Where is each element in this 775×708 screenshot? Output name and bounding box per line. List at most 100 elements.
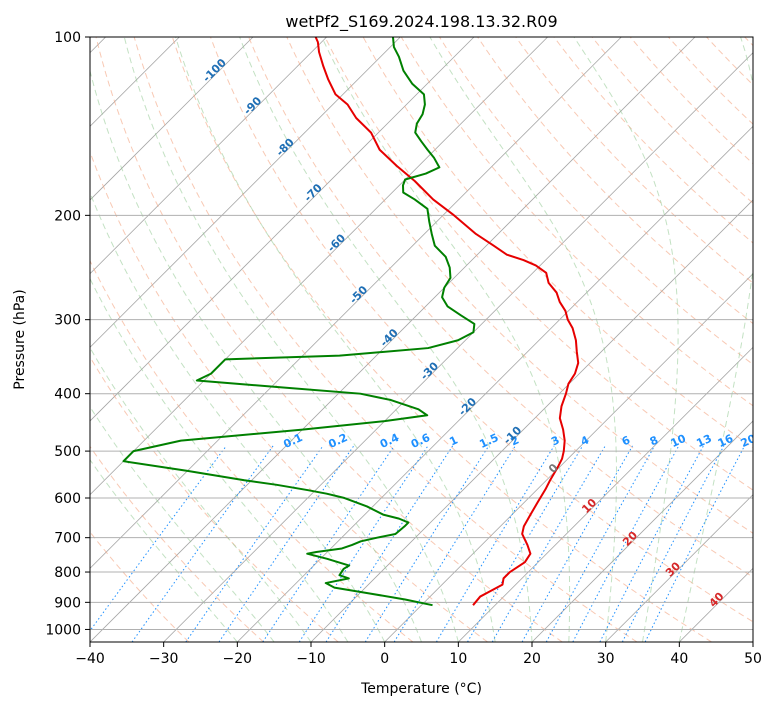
isotherm-line xyxy=(384,273,753,642)
moist-adiabat-lines xyxy=(90,37,753,642)
x-tick-label: −10 xyxy=(296,651,326,667)
moist-adiabat-line xyxy=(678,37,753,642)
dry-adiabat-line xyxy=(90,150,488,642)
isotherm-line xyxy=(90,37,327,275)
dry-adiabat-line xyxy=(90,531,190,642)
mixing-ratio-line xyxy=(90,445,227,632)
y-tick-label: 900 xyxy=(54,595,81,611)
moist-adiabat-line xyxy=(321,37,571,642)
dry-adiabat-line xyxy=(591,37,753,204)
moist-adiabat-line xyxy=(90,191,386,642)
wet-bulb-label: -40 xyxy=(378,326,401,349)
y-tick-label: 1000 xyxy=(45,622,81,638)
moist-adiabat-line xyxy=(239,37,533,642)
isotherm-line xyxy=(90,37,548,496)
mixing-ratio-line xyxy=(298,445,429,642)
dry-adiabat-line xyxy=(90,445,264,642)
wet-bulb-label: 10 xyxy=(579,496,599,516)
x-tick-label: −20 xyxy=(223,651,253,667)
mixing-ratio-line xyxy=(393,445,516,642)
x-tick-label: −30 xyxy=(149,651,179,667)
mixing-ratio-line xyxy=(325,445,454,642)
wet-bulb-label: 30 xyxy=(663,559,683,579)
wet-bulb-label: -60 xyxy=(325,231,348,254)
mixing-ratio-label: 1.5 xyxy=(477,431,500,451)
mixing-ratio-line xyxy=(599,445,704,642)
mixing-ratio-line xyxy=(621,445,725,642)
moist-adiabat-line xyxy=(429,37,617,642)
mixing-ratio-line xyxy=(545,445,656,642)
y-tick-label: 500 xyxy=(54,444,81,460)
mixing-ratio-line xyxy=(521,445,633,642)
x-axis-ticks: −40 −30 −20 −10 0 10 20 30 40 50 xyxy=(75,642,762,667)
plot-frame xyxy=(89,36,754,643)
reference-line-labels: 0.10.20.40.611.52346810131620253036-100-… xyxy=(200,56,759,610)
dry-adiabat-line xyxy=(210,37,753,623)
x-tick-label: −40 xyxy=(75,651,105,667)
mixing-ratio-label: 20 xyxy=(739,432,759,450)
isotherm-line xyxy=(679,567,753,642)
dry-adiabat-line xyxy=(286,37,753,534)
dry-adiabat-line xyxy=(324,37,753,491)
isotherm-line xyxy=(90,37,254,201)
wet-bulb-label: -80 xyxy=(274,135,297,158)
isotherm-line xyxy=(90,37,622,569)
dry-adiabat-line xyxy=(515,37,753,284)
dry-adiabat-line xyxy=(95,37,563,642)
y-tick-label: 400 xyxy=(54,387,81,403)
mixing-ratio-label: 1 xyxy=(447,433,459,448)
isotherm-line xyxy=(237,125,753,642)
moist-adiabat-line xyxy=(90,458,238,642)
mixing-ratio-label: 0.2 xyxy=(326,431,349,451)
mixing-ratio-label: 0.4 xyxy=(378,431,401,451)
isotherm-line xyxy=(605,494,753,642)
mixing-ratio-label: 8 xyxy=(648,433,660,448)
mixing-ratio-label: 16 xyxy=(716,432,736,450)
isotherm-line xyxy=(752,641,753,642)
y-axis-label: Pressure (hPa) xyxy=(12,289,28,389)
x-tick-label: 0 xyxy=(380,651,389,667)
y-tick-label: 800 xyxy=(54,565,81,581)
temperature-profile-line xyxy=(314,37,580,606)
wet-bulb-label: -100 xyxy=(200,56,229,85)
mixing-ratio-line xyxy=(131,445,274,642)
isotherm-lines xyxy=(90,37,753,642)
dewpoint-profile-line xyxy=(122,37,476,607)
x-axis-label: Temperature (°C) xyxy=(360,681,482,697)
isotherm-line xyxy=(90,37,401,348)
isotherm-line xyxy=(163,52,753,642)
y-tick-label: 100 xyxy=(54,30,81,46)
moist-adiabat-line xyxy=(90,405,275,642)
mixing-ratio-line xyxy=(644,445,745,642)
dry-adiabat-line xyxy=(133,37,638,642)
mixing-ratio-lines xyxy=(90,445,745,642)
wet-bulb-label: -90 xyxy=(241,94,264,117)
y-axis-ticks: 1000 900 800 700 600 500 400 300 200 100 xyxy=(45,30,90,638)
wet-bulb-label: 40 xyxy=(707,590,727,610)
chart-title: wetPf2_S169.2024.198.13.32.R09 xyxy=(285,12,557,32)
profile-series xyxy=(122,37,580,607)
moist-adiabat-line xyxy=(573,37,679,642)
mixing-ratio-label: 0.1 xyxy=(281,431,304,451)
wet-bulb-label: -10 xyxy=(501,424,524,447)
moist-adiabat-line xyxy=(90,277,349,642)
mixing-ratio-label: 3 xyxy=(549,433,561,448)
dry-adiabat-line xyxy=(706,37,753,86)
isotherm-line xyxy=(458,346,753,642)
mixing-ratio-line xyxy=(262,445,395,642)
dry-adiabat-line xyxy=(744,37,753,47)
x-tick-label: 30 xyxy=(597,651,615,667)
wet-bulb-label: -50 xyxy=(347,283,370,306)
isotherm-line xyxy=(531,420,753,642)
mixing-ratio-line xyxy=(185,445,324,642)
x-tick-label: 50 xyxy=(744,651,762,667)
mixing-ratio-label: 13 xyxy=(694,432,713,450)
mixing-ratio-line xyxy=(218,445,355,642)
moist-adiabat-line xyxy=(90,346,312,642)
dry-adiabat-line xyxy=(90,259,414,642)
dry-adiabat-lines xyxy=(90,37,753,642)
mixing-ratio-line xyxy=(435,445,555,642)
dry-adiabat-line xyxy=(90,356,339,642)
isotherm-line xyxy=(90,37,475,422)
